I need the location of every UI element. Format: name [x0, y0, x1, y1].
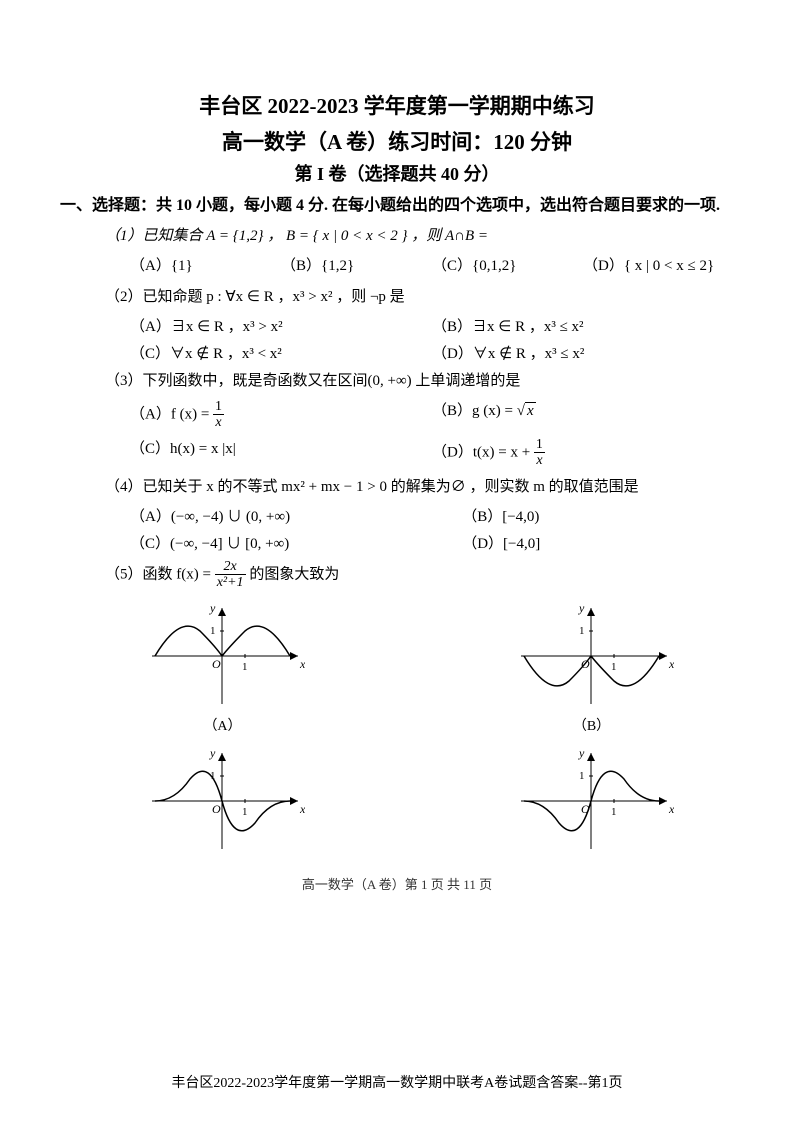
- q5-pre: （5）函数 f(x) =: [105, 566, 215, 582]
- q5-post: 的图象大致为: [246, 566, 340, 582]
- q3-opt-b: （B）g (x) = √x: [432, 399, 734, 431]
- chart-a: x y O 1 1: [140, 596, 305, 711]
- svg-text:x: x: [668, 657, 674, 671]
- q4-options-row1: （A）(−∞, −4) ∪ (0, +∞) （B）[−4,0): [60, 505, 734, 526]
- svg-text:1: 1: [242, 806, 248, 818]
- q3a-pre: （A）f (x) =: [130, 406, 213, 422]
- q1-text: （1）已知集合 A = {1,2} ， B = { x | 0 < x < 2 …: [105, 228, 488, 244]
- question-5: （5）函数 f(x) = 2xx²+1 的图象大致为: [60, 559, 734, 591]
- charts-row-2: x y O 1 1 x y O 1 1: [60, 741, 734, 856]
- question-2: （2）已知命题 p : ∀x ∈ R ，x³ > x² ，则 ¬p 是: [60, 285, 734, 309]
- chart-b-label: （B）: [509, 715, 674, 735]
- svg-text:O: O: [212, 657, 221, 671]
- svg-text:1: 1: [210, 770, 216, 782]
- q3d-pre: （D）t(x) = x +: [432, 444, 534, 460]
- q2-opt-d: （D）∀x ∉ R ，x³ ≤ x²: [432, 342, 734, 363]
- q4-options-row2: （C）(−∞, −4] ∪ [0, +∞) （D）[−4,0]: [60, 532, 734, 553]
- chart-d: x y O 1 1: [509, 741, 674, 856]
- svg-text:x: x: [668, 802, 674, 816]
- svg-text:1: 1: [242, 661, 248, 673]
- q3d-den: x: [534, 453, 545, 468]
- chart-b: x y O 1 1: [509, 596, 674, 711]
- svg-text:O: O: [581, 802, 590, 816]
- q3a-num: 1: [213, 399, 224, 415]
- page-number-mid: 高一数学（A 卷）第 1 页 共 11 页: [60, 874, 734, 893]
- q2-text: （2）已知命题 p : ∀x ∈ R ，x³ > x² ，则 ¬p 是: [105, 289, 405, 305]
- svg-text:y: y: [578, 746, 585, 760]
- q4-opt-d: （D）[−4,0]: [462, 532, 734, 553]
- q3-options-row2: （C）h(x) = x |x| （D）t(x) = x + 1x: [60, 437, 734, 469]
- svg-text:x: x: [299, 802, 305, 816]
- q1-opt-d: （D）{ x | 0 < x ≤ 2}: [583, 254, 734, 275]
- q3-options-row1: （A）f (x) = 1x （B）g (x) = √x: [60, 399, 734, 431]
- svg-text:O: O: [581, 657, 590, 671]
- q3d-num: 1: [534, 437, 545, 453]
- svg-text:O: O: [212, 802, 221, 816]
- title-line1: 丰台区 2022-2023 学年度第一学期期中练习: [60, 90, 734, 120]
- svg-text:y: y: [578, 601, 585, 615]
- svg-text:x: x: [299, 657, 305, 671]
- svg-text:1: 1: [579, 625, 585, 637]
- svg-text:1: 1: [611, 806, 617, 818]
- q3-opt-a: （A）f (x) = 1x: [130, 399, 432, 431]
- q2-options-row1: （A）∃x ∈ R ，x³ > x² （B）∃x ∈ R ，x³ ≤ x²: [60, 315, 734, 336]
- q5-den: x²+1: [215, 575, 246, 590]
- q5-num: 2x: [215, 559, 246, 575]
- svg-text:y: y: [209, 601, 216, 615]
- q4-opt-c: （C）(−∞, −4] ∪ [0, +∞): [130, 532, 462, 553]
- chart-d-col: x y O 1 1: [509, 741, 674, 856]
- q3-opt-c: （C）h(x) = x |x|: [130, 437, 432, 469]
- svg-text:y: y: [209, 746, 216, 760]
- title-line3: 第 I 卷（选择题共 40 分）: [60, 160, 734, 186]
- question-1: （1）已知集合 A = {1,2} ， B = { x | 0 < x < 2 …: [60, 224, 734, 248]
- charts-row-1: x y O 1 1 （A） x y O 1 1 （B）: [60, 596, 734, 735]
- q2-options-row2: （C）∀x ∉ R ，x³ < x² （D）∀x ∉ R ，x³ ≤ x²: [60, 342, 734, 363]
- svg-text:1: 1: [210, 625, 216, 637]
- q4-opt-a: （A）(−∞, −4) ∪ (0, +∞): [130, 505, 462, 526]
- q4-opt-b: （B）[−4,0): [462, 505, 734, 526]
- chart-b-col: x y O 1 1 （B）: [509, 596, 674, 735]
- q3b-pre: （B）g (x) =: [432, 403, 517, 419]
- svg-text:1: 1: [579, 770, 585, 782]
- chart-a-col: x y O 1 1 （A）: [140, 596, 305, 735]
- q3b-rad: x: [525, 402, 536, 419]
- question-4: （4）已知关于 x 的不等式 mx² + mx − 1 > 0 的解集为∅ ，则…: [60, 475, 734, 499]
- section-instruction: 一、选择题：共 10 小题，每小题 4 分. 在每小题给出的四个选项中，选出符合…: [60, 194, 734, 218]
- chart-c-col: x y O 1 1: [140, 741, 305, 856]
- q3-opt-d: （D）t(x) = x + 1x: [432, 437, 734, 469]
- q2-opt-c: （C）∀x ∉ R ，x³ < x²: [130, 342, 432, 363]
- q1-opt-c: （C）{0,1,2}: [432, 254, 583, 275]
- chart-c: x y O 1 1: [140, 741, 305, 856]
- q2-opt-b: （B）∃x ∈ R ，x³ ≤ x²: [432, 315, 734, 336]
- question-3: （3）下列函数中，既是奇函数又在区间(0, +∞) 上单调递增的是: [60, 369, 734, 393]
- q1-options: （A）{1} （B）{1,2} （C）{0,1,2} （D）{ x | 0 < …: [60, 254, 734, 275]
- q1-opt-a: （A）{1}: [130, 254, 281, 275]
- title-line2: 高一数学（A 卷）练习时间：120 分钟: [60, 126, 734, 156]
- q1-opt-b: （B）{1,2}: [281, 254, 432, 275]
- svg-text:1: 1: [611, 661, 617, 673]
- page-footer: 丰台区2022-2023学年度第一学期高一数学期中联考A卷试题含答案--第1页: [0, 1072, 794, 1092]
- q3a-den: x: [213, 415, 224, 430]
- q2-opt-a: （A）∃x ∈ R ，x³ > x²: [130, 315, 432, 336]
- chart-a-label: （A）: [140, 715, 305, 735]
